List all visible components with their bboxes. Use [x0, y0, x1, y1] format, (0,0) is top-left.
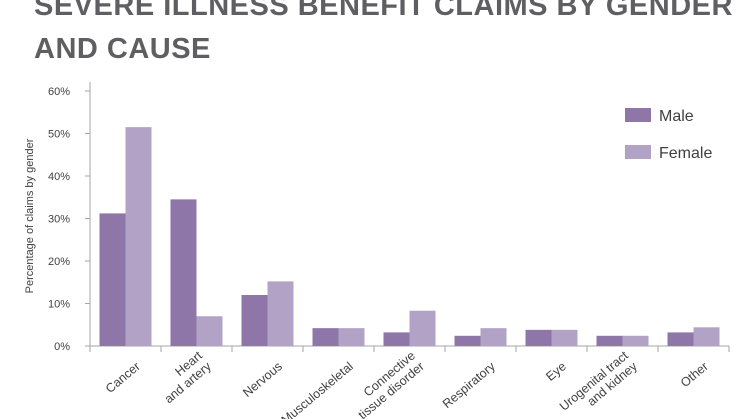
bar-male-7	[596, 335, 623, 346]
y-tick-label: 0%	[54, 341, 70, 353]
x-tick-label: Connectivetissue disorder	[347, 348, 427, 419]
x-ticks: Cancer Heartand artery NervousMusculoskele…	[89, 346, 730, 419]
bars	[99, 127, 720, 346]
legend-swatch-male	[625, 108, 651, 122]
bar-male-1	[170, 199, 197, 346]
bar-female-8	[693, 327, 720, 346]
y-tick-label: 50%	[48, 129, 70, 141]
y-axis-label-group: Percentage of claims by gender	[24, 138, 36, 293]
legend-label-male: Male	[659, 108, 694, 125]
bar-female-2	[267, 281, 294, 346]
x-tick-label: Musculoskeletal	[279, 359, 356, 419]
y-ticks: 0% 10% 20% 30% 40% 50% 60%	[48, 86, 90, 353]
y-tick-label: 60%	[48, 86, 70, 98]
bar-male-4	[383, 332, 410, 346]
x-tick-label: Other	[678, 359, 711, 390]
bar-male-5	[454, 335, 481, 346]
x-tick-label-line: Eye	[543, 359, 569, 384]
y-axis-label: Percentage of claims by gender	[24, 138, 36, 293]
chart-title-line-2: AND CAUSE	[34, 33, 211, 65]
legend: Male Female	[625, 108, 712, 162]
y-tick-label: 20%	[48, 256, 70, 268]
x-tick-label: Heartand artery	[153, 348, 215, 406]
bar-female-0	[125, 127, 152, 346]
x-tick-label-line: Nervous	[240, 359, 285, 400]
legend-swatch-female	[625, 145, 651, 159]
bar-male-2	[241, 295, 268, 346]
x-tick-label-line: Respiratory	[440, 359, 499, 411]
x-tick-label: Respiratory	[440, 359, 499, 411]
bar-female-3	[338, 328, 365, 346]
bar-male-8	[667, 332, 694, 346]
x-tick-label: Eye	[543, 359, 569, 384]
x-tick-label-line: Other	[678, 359, 711, 390]
bar-male-6	[525, 329, 552, 346]
x-tick-label: Urogenital tractand kidney	[557, 348, 641, 419]
x-tick-label-line: Musculoskeletal	[279, 359, 356, 419]
bar-female-4	[409, 310, 436, 346]
y-tick-label: 30%	[48, 214, 70, 226]
y-tick-label: 10%	[48, 299, 70, 311]
legend-label-female: Female	[659, 145, 712, 162]
bar-female-1	[196, 316, 223, 346]
x-tick-label-line: Cancer	[103, 359, 143, 396]
x-tick-label: Nervous	[240, 359, 285, 400]
x-tick-label: Cancer	[103, 359, 143, 396]
bar-male-0	[99, 213, 126, 346]
bar-female-7	[622, 335, 649, 346]
y-tick-label: 40%	[48, 171, 70, 183]
bar-female-6	[551, 329, 578, 346]
bar-male-3	[312, 328, 339, 346]
bar-female-5	[480, 328, 507, 346]
chart-title-line-1: SEVERE ILLNESS BENEFIT CLAIMS BY GENDER	[34, 0, 733, 22]
